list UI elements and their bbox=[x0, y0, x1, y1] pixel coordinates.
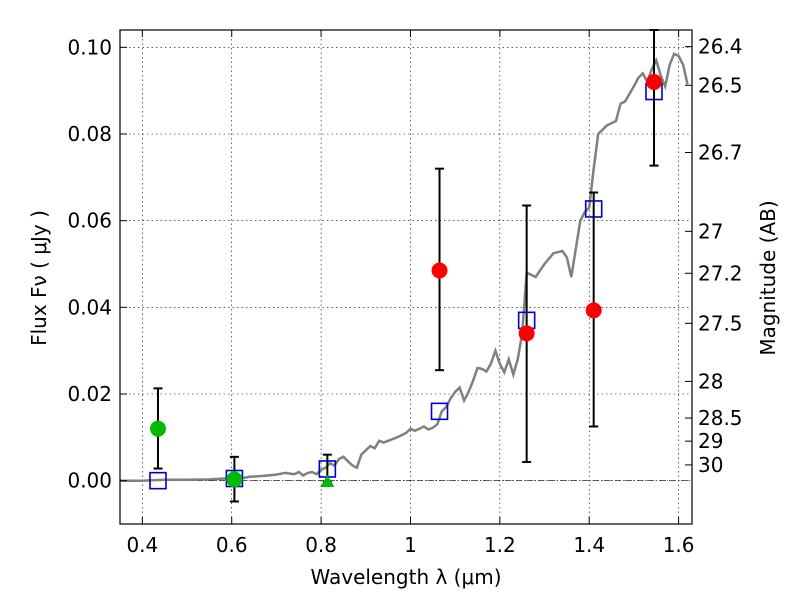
mag-tick-label: 26.4 bbox=[698, 35, 743, 59]
tick-labels: 0.4 0.6 0.8 1 1.2 1.4 1.6 0.00 0.02 0.04 0.06 0.08 0… bbox=[67, 35, 742, 557]
model-photometry-square bbox=[584, 200, 603, 218]
model-spectrum-line bbox=[120, 52, 689, 482]
mag-tick-label: 27 bbox=[698, 219, 723, 243]
mag-tick-label: 28.5 bbox=[698, 406, 743, 430]
mag-tick-label: 30 bbox=[698, 453, 723, 477]
y-tick-label: 0.06 bbox=[67, 209, 112, 233]
grid-lines bbox=[120, 30, 692, 524]
x-tick-label: 1 bbox=[404, 533, 417, 557]
x-tick-label: 0.4 bbox=[126, 533, 158, 557]
y-axis-label: Flux Fν ( μJy ) bbox=[27, 210, 51, 346]
x-tick-label: 1.6 bbox=[663, 533, 695, 557]
red-circle-marker bbox=[585, 302, 602, 319]
mag-tick-label: 29 bbox=[698, 429, 723, 453]
mag-tick-label: 26.5 bbox=[698, 73, 743, 97]
x-tick-label: 1.2 bbox=[484, 533, 516, 557]
green-triangle-marker bbox=[320, 474, 335, 487]
red-circle-marker bbox=[518, 325, 535, 342]
x-tick-label: 0.6 bbox=[216, 533, 248, 557]
mag-tick-label: 27.5 bbox=[698, 311, 743, 335]
axis-ticks bbox=[120, 30, 692, 524]
green-circle-marker bbox=[226, 471, 243, 488]
y-tick-label: 0.02 bbox=[67, 382, 112, 406]
plot-frame bbox=[119, 29, 693, 525]
model-photometry-square bbox=[430, 402, 449, 421]
error-bars bbox=[153, 29, 659, 503]
mag-tick-label: 26.7 bbox=[698, 141, 743, 165]
x-tick-label: 0.8 bbox=[305, 533, 337, 557]
red-circle-marker bbox=[646, 74, 663, 90]
green-circle-marker bbox=[149, 420, 166, 437]
x-axis-label: Wavelength λ (μm) bbox=[310, 565, 501, 589]
y-right-axis-label: Magnitude (AB) bbox=[756, 200, 780, 355]
y-tick-label: 0.04 bbox=[67, 295, 112, 319]
y-tick-label: 0.10 bbox=[67, 35, 112, 59]
x-tick-label: 1.4 bbox=[573, 533, 605, 557]
data-markers bbox=[149, 74, 663, 490]
y-tick-label: 0.00 bbox=[67, 469, 112, 493]
y-tick-label: 0.08 bbox=[67, 122, 112, 146]
red-circle-marker bbox=[431, 262, 448, 279]
mag-tick-label: 28 bbox=[698, 369, 723, 393]
model-photometry-square bbox=[149, 471, 167, 490]
mag-tick-label: 27.2 bbox=[698, 261, 743, 285]
